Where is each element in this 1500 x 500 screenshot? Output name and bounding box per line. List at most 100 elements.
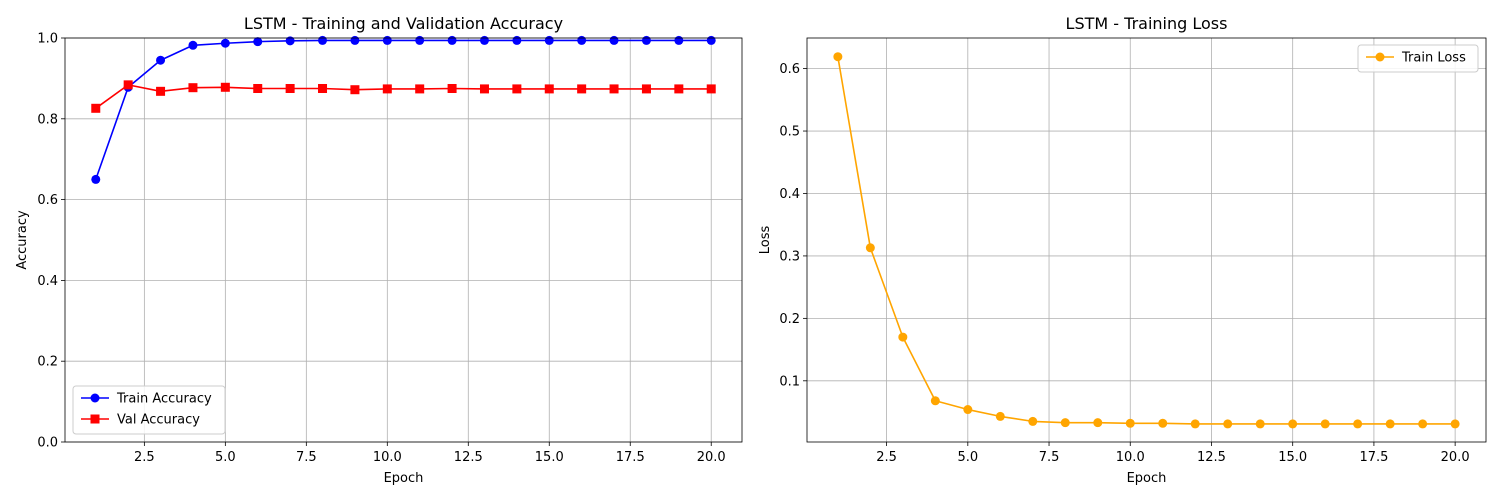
accuracy-series-1-point: [123, 80, 133, 90]
accuracy-series-1-point: [447, 84, 457, 93]
accuracy-y-tick-label: 1.0: [37, 32, 58, 47]
accuracy-series-0-point: [220, 38, 230, 48]
accuracy-y-tick-label: 0.8: [37, 112, 58, 127]
accuracy-series-0-point: [253, 37, 263, 47]
accuracy-x-tick-label: 17.5: [616, 450, 645, 465]
loss-chart-title: LSTM - Training Loss: [1066, 14, 1228, 33]
accuracy-series-0-point: [285, 36, 295, 46]
loss-x-tick-label: 15.0: [1278, 450, 1307, 465]
accuracy-series-0-point: [350, 35, 360, 45]
accuracy-series-1-point: [415, 84, 425, 94]
loss-y-tick-label: 0.1: [779, 374, 800, 389]
accuracy-series-1-point: [544, 84, 554, 94]
loss-x-tick-label: 10.0: [1116, 450, 1145, 465]
accuracy-y-tick-label: 0.2: [37, 355, 58, 370]
accuracy-series-1-point: [220, 82, 230, 92]
loss-y-tick-label: 0.6: [779, 62, 800, 77]
accuracy-legend-label: Train Accuracy: [116, 392, 212, 407]
accuracy-y-tick-label: 0.0: [37, 436, 58, 451]
loss-y-axis-label: Loss: [758, 226, 773, 255]
accuracy-x-tick-label: 10.0: [373, 450, 402, 465]
accuracy-series-1-point: [188, 83, 198, 93]
accuracy-legend-swatch-marker: [90, 414, 100, 424]
accuracy-series-0-point: [415, 35, 425, 45]
accuracy-legend: Train Accuracy Val Accuracy: [72, 385, 226, 435]
accuracy-series-1-point: [156, 86, 166, 96]
loss-legend-box: [1357, 44, 1479, 73]
accuracy-series-1-point: [253, 84, 263, 93]
accuracy-series-1-point: [706, 84, 716, 94]
accuracy-x-axis-label: Epoch: [384, 471, 424, 486]
accuracy-series-0-point: [641, 35, 651, 45]
accuracy-series-1-point: [609, 84, 619, 94]
loss-series-0-point: [1288, 419, 1298, 429]
accuracy-series-1-point: [91, 103, 101, 113]
loss-series-0-line: [837, 56, 1456, 425]
accuracy-series-0-point: [318, 35, 328, 45]
accuracy-x-tick-label: 5.0: [215, 450, 236, 465]
accuracy-y-tick-label: 0.6: [37, 193, 58, 208]
accuracy-series-0-point: [512, 35, 522, 45]
accuracy-series-0-point: [447, 35, 457, 45]
loss-series-0-point: [1385, 419, 1395, 429]
accuracy-legend-box: [72, 385, 226, 435]
loss-x-tick-label: 2.5: [876, 450, 897, 465]
loss-legend-swatch-marker: [1375, 52, 1385, 62]
accuracy-series-1-line: [95, 84, 712, 109]
loss-series-0-point: [1450, 419, 1460, 429]
accuracy-x-tick-label: 12.5: [454, 450, 483, 465]
loss-axes-frame: [806, 37, 1487, 443]
accuracy-series-0-point: [382, 35, 392, 45]
loss-series-0-point: [1158, 418, 1168, 428]
accuracy-legend-label: Val Accuracy: [117, 413, 200, 428]
loss-y-tick-label: 0.2: [779, 312, 800, 327]
loss-y-tick-label: 0.3: [779, 249, 800, 264]
accuracy-series-1-point: [285, 84, 295, 93]
accuracy-series-0-point: [188, 40, 198, 50]
accuracy-series-1-point: [382, 84, 392, 94]
loss-series-0-point: [1060, 418, 1070, 428]
loss-series-0-point: [1093, 418, 1103, 428]
loss-series-0-point: [1255, 419, 1265, 429]
accuracy-series-1-point: [512, 84, 522, 94]
loss-series-0-point: [1418, 419, 1428, 429]
accuracy-series-0-point: [609, 35, 619, 45]
accuracy-series-1-point: [350, 85, 360, 95]
loss-series-0-point: [1353, 419, 1363, 429]
accuracy-series-0-point: [706, 35, 716, 45]
accuracy-legend-swatch-marker: [90, 393, 100, 403]
accuracy-series-1-point: [318, 84, 328, 93]
accuracy-series-0-line: [95, 39, 712, 180]
accuracy-series-0-point: [577, 35, 587, 45]
accuracy-y-axis-label: Accuracy: [15, 210, 30, 270]
accuracy-series-0-point: [544, 35, 554, 45]
accuracy-series-0-point: [156, 55, 166, 65]
accuracy-series-1-point: [479, 84, 489, 94]
accuracy-series-0-point: [674, 35, 684, 45]
accuracy-series-0-point: [479, 35, 489, 45]
loss-y-tick-label: 0.5: [779, 125, 800, 140]
loss-x-tick-label: 12.5: [1197, 450, 1226, 465]
accuracy-axes-frame: [64, 37, 743, 443]
accuracy-panel: 2.5 5.0 7.5 10.0 12.5 15.0 17.5 20.0 0.0 0.2 0.4 0.…: [15, 14, 743, 486]
loss-series-0-point: [995, 411, 1005, 421]
accuracy-series-1-point: [577, 84, 587, 94]
loss-x-tick-label: 7.5: [1039, 450, 1060, 465]
loss-x-tick-label: 17.5: [1359, 450, 1388, 465]
accuracy-x-tick-label: 15.0: [535, 450, 564, 465]
loss-series-0-point: [963, 405, 973, 415]
loss-series-0-point: [1190, 419, 1200, 429]
loss-series-0-point: [833, 52, 843, 62]
accuracy-chart-title: LSTM - Training and Validation Accuracy: [244, 14, 563, 33]
loss-legend-label: Train Loss: [1401, 51, 1466, 66]
loss-legend: Train Loss: [1357, 44, 1479, 73]
loss-series-0-point: [1028, 416, 1038, 426]
loss-x-tick-label: 5.0: [957, 450, 978, 465]
accuracy-x-tick-label: 2.5: [134, 450, 155, 465]
loss-series-0-point: [930, 396, 940, 406]
loss-series-0-point: [1223, 419, 1233, 429]
loss-x-axis-label: Epoch: [1127, 471, 1167, 486]
loss-series-0-point: [865, 243, 875, 253]
loss-panel: 2.5 5.0 7.5 10.0 12.5 15.0 17.5 20.0 0.1 0.2 0.3 0.…: [758, 14, 1487, 486]
